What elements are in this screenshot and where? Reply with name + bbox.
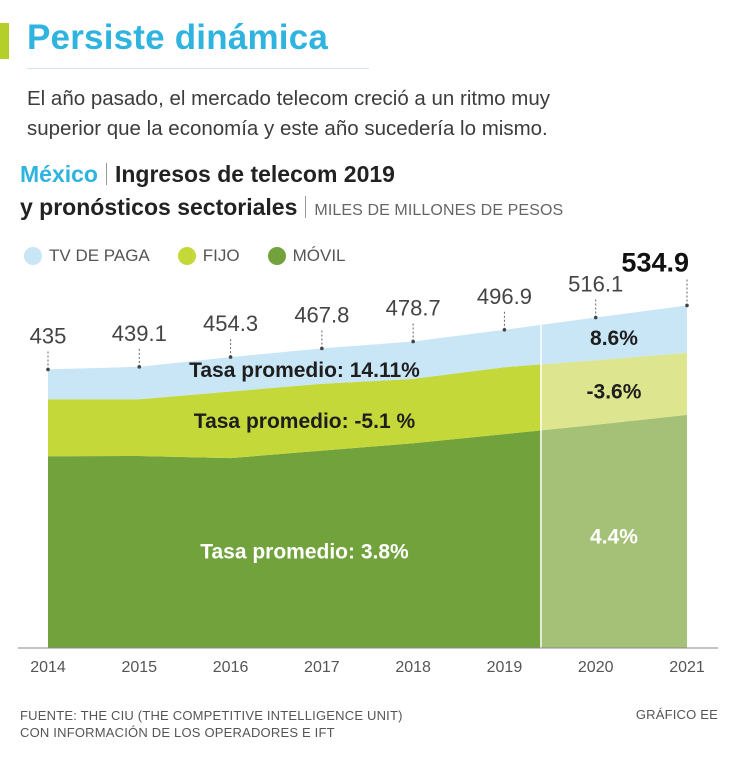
historical-rate-label: Tasa promedio: -5.1 %	[194, 410, 416, 433]
x-tick-label: 2021	[669, 659, 705, 676]
page-title: Persiste dinámica	[27, 18, 329, 57]
total-value-label: 534.9	[621, 247, 689, 277]
legend-item-movil: MÓVIL	[267, 246, 346, 266]
legend-swatch	[177, 247, 196, 265]
area-movil-forecast	[540, 414, 687, 648]
legend-swatch	[24, 247, 42, 265]
title-underline	[27, 68, 369, 69]
total-point	[137, 365, 142, 369]
subtitle: El año pasado, el mercado telecom creció…	[27, 84, 727, 144]
historical-rate-label: Tasa promedio: 3.8%	[200, 541, 409, 564]
source-line-1: FUENTE: THE CIU (THE COMPETITIVE INTELLI…	[20, 708, 403, 723]
chart-units: MILES DE MILLONES DE PESOS	[314, 202, 564, 219]
x-tick-label: 2016	[213, 659, 249, 676]
x-tick-label: 2014	[30, 659, 66, 676]
area-tv-de-paga-historical	[48, 324, 541, 400]
x-tick-label: 2015	[121, 659, 157, 676]
forecast-rate-label: 8.6%	[590, 327, 638, 350]
legend-label: TV DE PAGA	[49, 246, 150, 265]
source-line-2: CON INFORMACIÓN DE LOS OPERADORES E IFT	[20, 725, 335, 740]
total-value-label: 478.7	[386, 295, 441, 320]
legend-swatch	[267, 247, 286, 265]
heading-separator	[105, 163, 107, 185]
legend-label: MÓVIL	[292, 246, 346, 265]
title-accent-bar	[0, 23, 9, 59]
source-note: FUENTE: THE CIU (THE COMPETITIVE INTELLI…	[20, 707, 403, 741]
area-tv-de-paga-forecast	[540, 305, 687, 365]
chart-heading-line-2: y pronósticos sectoriales MILES DE MILLON…	[20, 194, 563, 221]
total-point	[593, 315, 598, 320]
area-movil-historical	[48, 430, 541, 648]
legend-label: FIJO	[202, 246, 240, 265]
total-point	[320, 346, 324, 351]
total-value-label: 454.3	[203, 311, 258, 336]
chart-title-cont: y pronósticos sectoriales	[20, 194, 298, 220]
x-tick-label: 2019	[487, 659, 523, 676]
area-fijo-historical	[48, 364, 541, 459]
total-value-label: 435	[30, 323, 67, 348]
credit: GRÁFICO EE	[635, 707, 718, 722]
historical-rate-label: Tasa promedio: 14.11%	[189, 359, 420, 382]
total-value-label: 467.8	[294, 302, 349, 327]
chart-title: Ingresos de telecom 2019	[114, 161, 395, 187]
total-value-label: 439.1	[112, 321, 167, 346]
total-point	[685, 303, 689, 308]
chart-heading-line-1: México Ingresos de telecom 2019	[20, 161, 395, 188]
chart-country: México	[20, 161, 98, 187]
forecast-rate-label: 4.4%	[590, 525, 638, 548]
forecast-rate-label: -3.6%	[587, 381, 642, 404]
area-fijo-forecast	[540, 352, 687, 431]
total-point	[46, 367, 50, 372]
x-tick-label: 2020	[578, 659, 614, 676]
legend: TV DE PAGA FIJO MÓVIL	[24, 246, 374, 266]
heading-separator	[305, 196, 307, 218]
total-value-label: 516.1	[568, 272, 623, 297]
legend-item-fijo: FIJO	[177, 246, 240, 266]
subtitle-line-2: superior que la economía y este año suce…	[27, 117, 548, 140]
total-point	[411, 339, 415, 344]
legend-item-tv-de-paga: TV DE PAGA	[24, 246, 150, 266]
x-tick-label: 2018	[395, 659, 431, 676]
x-tick-label: 2017	[304, 659, 340, 676]
total-point	[502, 328, 507, 332]
total-value-label: 496.9	[477, 284, 532, 309]
total-point	[228, 355, 233, 359]
subtitle-line-1: El año pasado, el mercado telecom creció…	[27, 87, 551, 110]
